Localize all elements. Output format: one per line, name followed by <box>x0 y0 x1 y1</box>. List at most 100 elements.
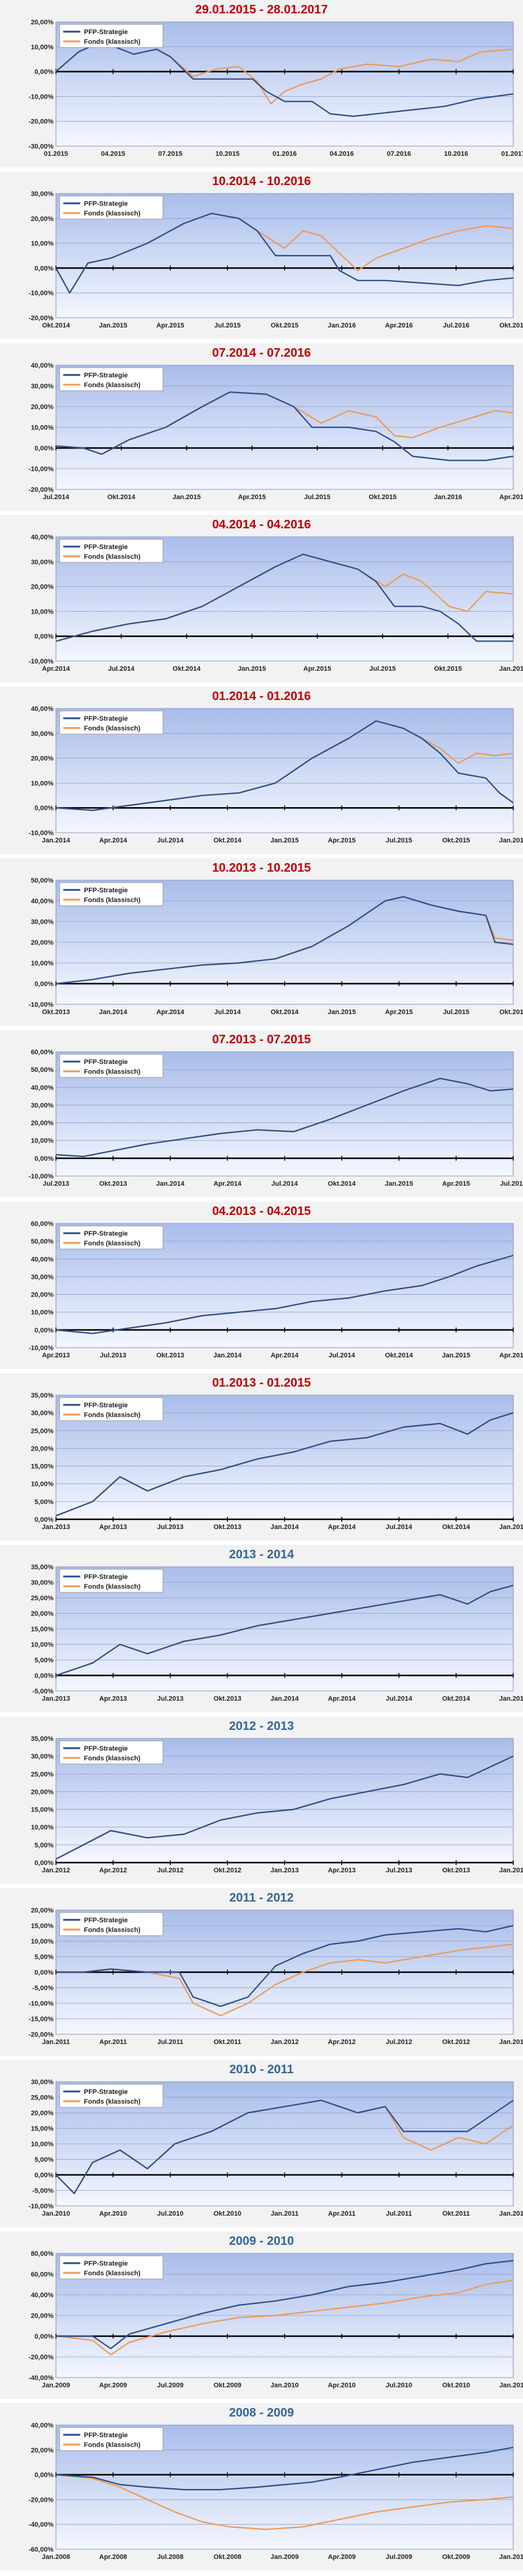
y-tick-label: 30,00% <box>31 919 54 926</box>
legend <box>59 1397 164 1421</box>
y-tick-label: -10,00% <box>29 1173 54 1180</box>
y-tick-label: -5,00% <box>32 1985 54 1992</box>
y-tick-label: 40,00% <box>31 705 54 713</box>
line-chart: 40,00%30,00%20,00%10,00%0,00%-10,00%Jan.… <box>29 705 523 844</box>
x-tick-label: Jan.2013 <box>42 1524 70 1531</box>
x-tick-label: Okt.2015 <box>434 665 462 673</box>
chart-panel: 07.2013 - 07.2015 60,00% 50,00% 40,00% 30,00… <box>0 1030 523 1197</box>
x-tick-label: Apr.2015 <box>328 837 356 844</box>
x-tick-label: 01.2016 <box>272 150 297 158</box>
y-tick-label: 30,00% <box>31 191 54 198</box>
series-line-pfp <box>55 212 514 294</box>
x-tick-label: Jul.2014 <box>386 1524 412 1531</box>
series-line-pfp <box>55 1412 514 1517</box>
x-tick-label: Okt.2009 <box>213 2382 241 2389</box>
x-tick-label: Jul.2009 <box>386 2553 412 2561</box>
x-tick-label: Okt.2015 <box>369 494 397 501</box>
x-tick-label: Jan.2014 <box>99 1009 128 1016</box>
series-line-pfp <box>55 1755 514 1860</box>
legend-label: PFP-Strategie <box>84 715 128 723</box>
y-tick-label: 5,00% <box>35 1954 54 1961</box>
chart-title: 04.2013 - 04.2015 <box>212 1205 311 1218</box>
y-tick-label: 0,00% <box>35 2172 54 2179</box>
series-line-fonds <box>55 2474 514 2530</box>
x-tick-label: Jul.2013 <box>43 1180 69 1188</box>
legend-label: Fonds (klassisch) <box>84 1240 140 1247</box>
chart-panel: 04.2013 - 04.2015 60,00% 50,00% 40,00% 30,00… <box>0 1202 523 1369</box>
y-tick-label: 0,00% <box>35 2472 54 2479</box>
y-tick-label: 10,00% <box>31 240 54 248</box>
chart-title: 01.2014 - 01.2016 <box>212 690 311 703</box>
legend-label: PFP-Strategie <box>84 1573 128 1581</box>
x-tick-label: Apr.2014 <box>213 1180 242 1188</box>
y-tick-label: 20,00% <box>31 1445 54 1452</box>
legend-label: PFP-Strategie <box>84 1230 128 1237</box>
y-tick-label: -20,00% <box>29 118 54 125</box>
x-tick-label: Okt.2012 <box>442 2039 470 2046</box>
x-tick-label: Jan.2014 <box>156 1180 185 1188</box>
y-tick-label: 30,00% <box>31 383 54 390</box>
x-tick-label: Jan.2015 <box>442 1352 470 1359</box>
y-tick-label: 40,00% <box>31 898 54 905</box>
series-line-pfp <box>55 553 513 642</box>
x-tick-label: Jan.2015 <box>238 665 266 673</box>
x-tick-label: Jul.2014 <box>328 1352 355 1359</box>
y-tick-label: -10,00% <box>29 658 54 665</box>
y-tick-label: -30,00% <box>29 143 54 150</box>
x-tick-label: Okt.2010 <box>213 2210 241 2217</box>
line-chart: 40,00%20,00%0,00%-20,00%-40,00%-60,00%Ja… <box>29 2422 523 2561</box>
legend-label: PFP-Strategie <box>84 1059 128 1066</box>
x-tick-label: Jan.2012 <box>271 2039 299 2046</box>
x-tick-label: Apr.2015 <box>442 1180 470 1188</box>
chart-panel: 10.2013 - 10.2015 50,00% 40,00% 30,00% 20,00… <box>0 858 523 1026</box>
y-tick-label: 20,00% <box>31 2312 54 2320</box>
x-tick-label: Apr.2015 <box>238 494 266 501</box>
chart-panel: 29.01.2015 - 28.01.2017 20,00% 10,00% 0,00%… <box>0 0 523 167</box>
x-tick-label: Jul.2015 <box>304 494 330 501</box>
x-tick-label: Okt.2011 <box>213 2039 241 2046</box>
x-tick-label: Okt.2015 <box>271 322 299 329</box>
y-tick-label: 10,00% <box>31 608 54 615</box>
x-tick-label: Apr.2014 <box>271 1352 299 1359</box>
x-tick-label: Okt.2013 <box>213 1695 241 1703</box>
y-tick-label: 35,00% <box>31 1392 54 1399</box>
y-tick-label: -40,00% <box>29 2521 54 2529</box>
legend <box>59 710 164 735</box>
y-tick-label: 35,00% <box>31 1735 54 1743</box>
x-tick-label: Jan.2015 <box>271 837 299 844</box>
y-tick-label: 20,00% <box>31 2110 54 2117</box>
line-chart: 20,00% 15,00% 10,00% 5,00% 0,00% -5,00% -10,00… <box>29 1907 523 2046</box>
x-tick-label: 01.2017 <box>501 150 523 158</box>
chart-title: 2012 - 2013 <box>229 1720 294 1733</box>
legend-label: PFP-Strategie <box>84 2260 128 2267</box>
chart-panel: 10.2014 - 10.2016 30,00% 20,00% 10,00% 0,00%… <box>0 172 523 339</box>
y-tick-label: 50,00% <box>31 877 54 884</box>
y-tick-label: 40,00% <box>31 2292 54 2299</box>
y-tick-label: 40,00% <box>31 1256 54 1263</box>
x-tick-label: Jul.2011 <box>158 2039 184 2046</box>
legend-label: PFP-Strategie <box>84 1745 128 1752</box>
x-tick-label: Jul.2015 <box>214 322 240 329</box>
y-tick-label: 60,00% <box>31 1220 54 1228</box>
y-tick-label: 25,00% <box>31 2095 54 2102</box>
y-tick-label: 10,00% <box>31 1481 54 1488</box>
x-tick-label: Jan.2011 <box>271 2210 299 2217</box>
x-tick-label: Apr.2015 <box>156 322 184 329</box>
series-line-pfp <box>55 2099 514 2194</box>
x-tick-label: Okt.2014 <box>107 494 136 501</box>
y-tick-label: 20,00% <box>31 584 54 591</box>
x-tick-label: Jul.2012 <box>386 2039 412 2046</box>
x-tick-label: Okt.2014 <box>42 322 71 329</box>
x-tick-label: Jul.2015 <box>500 1180 523 1188</box>
y-tick-label: 10,00% <box>31 1138 54 1145</box>
x-tick-label: Apr.2010 <box>328 2382 356 2389</box>
y-tick-label: 30,00% <box>31 730 54 738</box>
x-tick-label: Jul.2012 <box>157 1867 183 1874</box>
x-tick-label: Jan.2011 <box>499 2382 523 2389</box>
x-tick-label: Jul.2016 <box>443 322 469 329</box>
x-tick-label: Jul.2014 <box>271 1180 298 1188</box>
x-tick-label: Okt.2015 <box>442 837 470 844</box>
x-tick-label: Jan.2015 <box>173 494 201 501</box>
chart-panel: 2013 - 2014 35,00% 30,00% 25,00% 20,00% 15,00… <box>0 1545 523 1712</box>
